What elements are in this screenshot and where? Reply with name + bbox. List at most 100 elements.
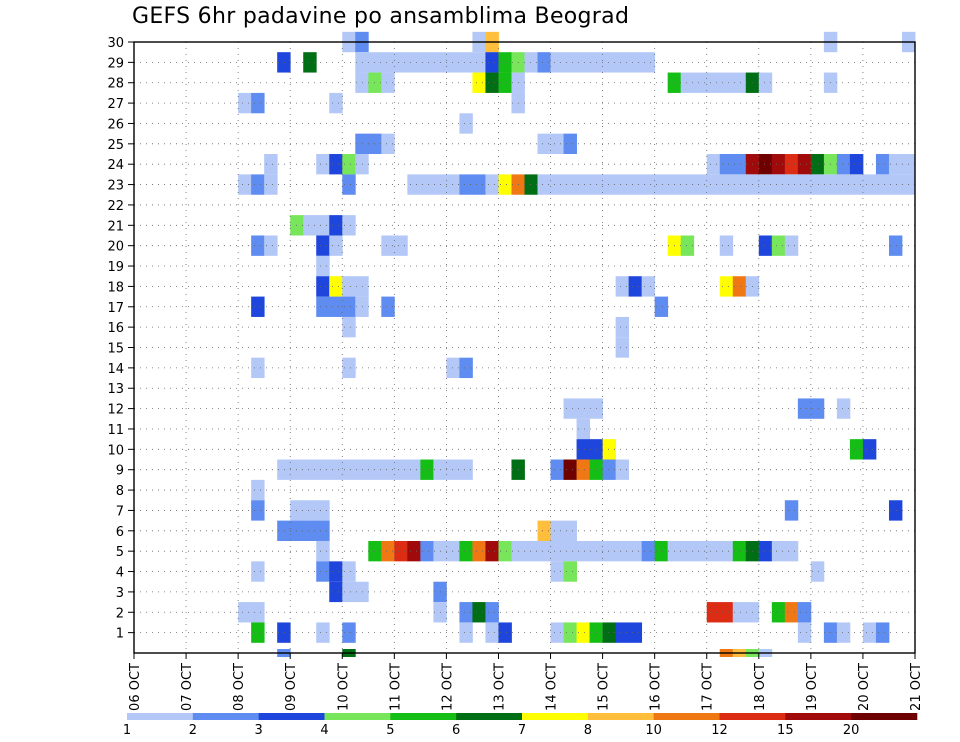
heatmap-cell (784, 500, 799, 521)
heatmap-cell (563, 540, 577, 562)
heatmap-cell (329, 459, 343, 480)
heatmap-cell (407, 540, 421, 562)
heatmap-cell (706, 72, 721, 93)
heatmap-cell (862, 439, 877, 460)
heatmap-cell (485, 622, 499, 643)
x-tick-label: 11 OCT (388, 663, 403, 711)
heatmap-cell (602, 174, 617, 195)
y-tick-label: 10 (107, 443, 124, 458)
heatmap-cell (303, 500, 317, 521)
heatmap-cell (810, 154, 825, 175)
legend-label: 6 (452, 723, 460, 738)
heatmap-cell (576, 418, 590, 440)
legend-swatch (719, 713, 786, 720)
heatmap-cell (316, 540, 330, 562)
heatmap-cell (888, 154, 903, 175)
legend-label: 3 (255, 723, 263, 738)
heatmap-cell (368, 540, 382, 562)
y-tick-label: 11 (107, 423, 124, 438)
heatmap-cell (459, 174, 473, 195)
x-tick-label: 16 OCT (649, 663, 664, 711)
heatmap-cell (602, 459, 617, 480)
chart-title: GEFS 6hr padavine po ansamblima Beograd (132, 4, 630, 29)
heatmap-cell (563, 174, 577, 195)
heatmap-cell (355, 296, 369, 317)
heatmap-cell (446, 174, 460, 195)
heatmap-cell (277, 622, 291, 643)
heatmap-cell (576, 174, 590, 195)
heatmap-cell (329, 154, 343, 175)
heatmap-cell (849, 174, 864, 195)
x-tick-label: 21 OCT (909, 663, 924, 711)
heatmap-cell (680, 235, 695, 256)
x-tick-label: 06 OCT (128, 663, 143, 711)
heatmap-cell (862, 622, 877, 643)
y-tick-label: 17 (107, 301, 124, 316)
heatmap-cell (329, 235, 343, 256)
heatmap-cell (563, 52, 577, 73)
heatmap-cell (394, 52, 408, 73)
heatmap-cell (524, 174, 538, 195)
heatmap-cell (537, 540, 551, 562)
heatmap-cell (342, 316, 356, 338)
heatmap-cell (459, 357, 473, 379)
heatmap-cell (797, 398, 812, 419)
x-tick-label: 10 OCT (336, 663, 351, 711)
x-tick-label: 08 OCT (232, 663, 247, 711)
heatmap-cell (381, 133, 395, 155)
heatmap-cell (251, 602, 265, 623)
legend-swatch (851, 713, 918, 720)
heatmap-cell (420, 540, 434, 562)
heatmap-cell (602, 439, 617, 460)
heatmap-cell (316, 255, 330, 277)
x-tick-label: 19 OCT (805, 663, 820, 711)
heatmap-cell (615, 316, 630, 338)
heatmap-cell (771, 602, 786, 623)
heatmap-cell (628, 174, 643, 195)
heatmap-cell (459, 459, 473, 480)
heatmap-cell (394, 235, 408, 256)
heatmap-cell (498, 174, 512, 195)
heatmap-cell (537, 174, 551, 195)
heatmap-cell (368, 459, 382, 480)
heatmap-cell (394, 540, 408, 562)
y-tick-label: 14 (107, 362, 124, 377)
heatmap-cell (797, 174, 812, 195)
heatmap-cell (563, 133, 577, 155)
heatmap-cell (836, 154, 851, 175)
heatmap-cell (472, 174, 486, 195)
heatmap-cell (303, 520, 317, 541)
heatmap-cell (576, 540, 590, 562)
heatmap-cell (550, 622, 564, 643)
heatmap-cell (316, 520, 330, 541)
heatmap-cell (251, 561, 265, 582)
heatmap-cell (342, 459, 356, 480)
x-tick-label: 07 OCT (180, 663, 195, 711)
heatmap-cell (680, 72, 695, 93)
heatmap-cell (563, 520, 577, 541)
heatmap-cell (251, 92, 265, 114)
heatmap-cell (342, 357, 356, 379)
heatmap-cell (719, 540, 734, 562)
heatmap-cell (238, 602, 252, 623)
heatmap-cell (316, 459, 330, 480)
heatmap-cell (706, 174, 721, 195)
heatmap-cell (355, 72, 369, 93)
heatmap-cell (472, 52, 486, 73)
heatmap-cell (498, 52, 512, 73)
y-tick-label: 15 (107, 342, 124, 357)
heatmap-cell (550, 174, 564, 195)
x-tick-label: 17 OCT (701, 663, 716, 711)
heatmap-cell (446, 52, 460, 73)
heatmap-cell (342, 296, 356, 317)
heatmap-cell (446, 459, 460, 480)
heatmap-cell (563, 459, 577, 480)
heatmap-cell (420, 459, 434, 480)
heatmap-cell (329, 296, 343, 317)
x-tick-label: 18 OCT (753, 663, 768, 711)
y-tick-label: 6 (116, 525, 124, 540)
heatmap-cell (329, 276, 343, 297)
heatmap-cell (758, 235, 773, 256)
heatmap-cell (316, 154, 330, 175)
heatmap-cell (719, 235, 734, 256)
